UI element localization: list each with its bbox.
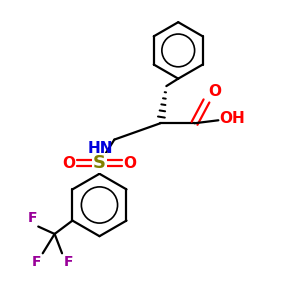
Text: F: F [27,211,37,225]
Text: F: F [32,255,41,269]
Text: HN: HN [87,141,113,156]
Text: S: S [93,154,106,172]
Text: O: O [123,156,136,171]
Text: O: O [208,85,221,100]
Text: F: F [64,255,73,269]
Text: OH: OH [219,111,245,126]
Text: O: O [63,156,76,171]
